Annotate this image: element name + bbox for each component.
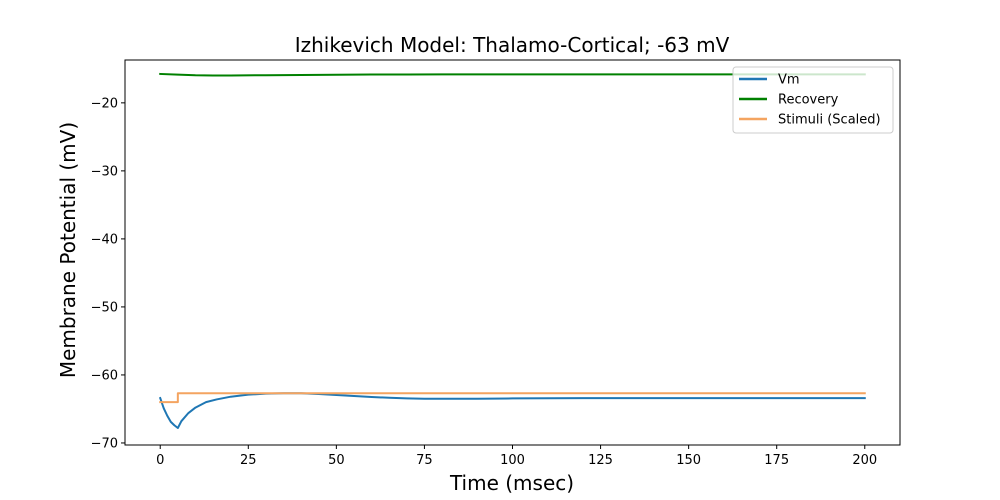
y-tick-label: −70 (91, 436, 118, 451)
legend-label: Recovery (778, 93, 839, 108)
y-axis-label: Membrane Potential (mV) (56, 122, 80, 378)
x-tick-label: 75 (416, 453, 433, 468)
x-tick-label: 150 (676, 453, 701, 468)
series-line-recovery (159, 72, 866, 77)
legend-box (732, 66, 894, 134)
legend-label: Vm (778, 73, 800, 88)
y-tick-label: −40 (91, 232, 118, 247)
series-line-stimuli-scaled (159, 392, 866, 404)
x-tick-label: 200 (852, 453, 877, 468)
y-tick-label: −20 (91, 96, 118, 111)
legend-label: Stimuli (Scaled) (778, 113, 881, 128)
x-tick-label: 125 (588, 453, 613, 468)
x-tick-label: 0 (156, 453, 164, 468)
x-tick-label: 25 (240, 453, 257, 468)
y-tick-label: −60 (91, 368, 118, 383)
y-tick-label: −30 (91, 164, 118, 179)
x-axis-label: Time (msec) (449, 471, 574, 495)
chart-title: Izhikevich Model: Thalamo-Cortical; -63 … (295, 33, 730, 57)
x-tick-label: 50 (328, 453, 345, 468)
x-tick-label: 175 (764, 453, 789, 468)
series-line-vm (158, 392, 866, 429)
x-tick-label: 100 (500, 453, 525, 468)
y-tick-label: −50 (91, 300, 118, 315)
plot-area: 0 25 50 75 100 125 150 175 200 −70 −60 −50 −40 −30 −20… (91, 59, 901, 468)
